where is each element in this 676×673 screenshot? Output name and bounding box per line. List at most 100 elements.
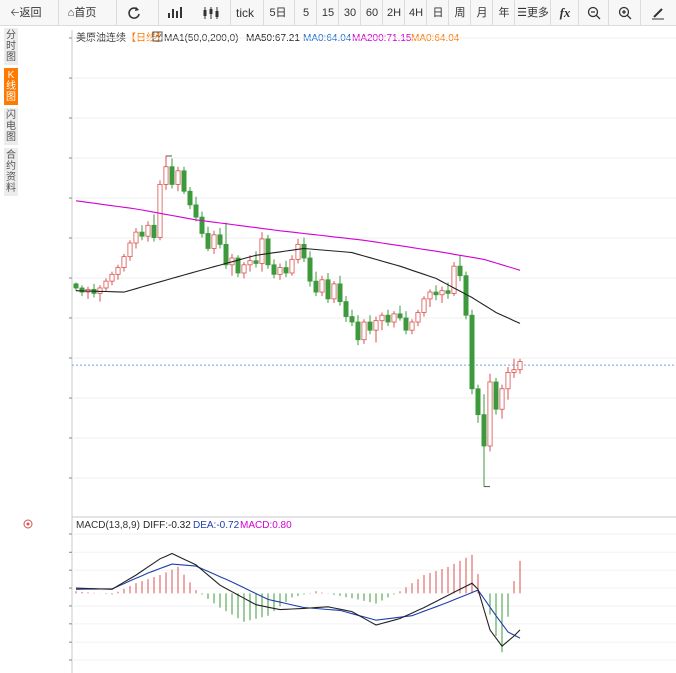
candle-body xyxy=(427,291,433,300)
tab-timeshare[interactable]: 分时图 xyxy=(4,28,18,65)
ma-settings-icon-glyph xyxy=(154,33,162,40)
macd-value-label: MACD:0.80 xyxy=(240,520,292,531)
candle-body xyxy=(433,291,439,296)
candle-body xyxy=(103,280,109,289)
candle-body xyxy=(133,231,139,244)
zoom-in-icon xyxy=(618,6,632,20)
tab-contract-info[interactable]: 合约资料 xyxy=(4,148,18,196)
candle-body xyxy=(313,280,319,293)
candle-body xyxy=(217,234,223,245)
period-5day[interactable]: 5日 xyxy=(263,0,292,26)
period-4hour[interactable]: 4H xyxy=(404,0,427,26)
candle-body xyxy=(169,166,175,185)
period-30min[interactable]: 30 xyxy=(338,0,361,26)
candle-body xyxy=(391,313,397,323)
period-month[interactable]: 月 xyxy=(470,0,493,26)
period-60min[interactable]: 60 xyxy=(360,0,383,26)
toolbar: 🡠返回 ⌂首页 tick 5日 5 15 30 60 2H 4H 日 周 月 年… xyxy=(0,0,676,26)
formula-button[interactable]: fx xyxy=(550,0,579,26)
ma-settings-icon[interactable] xyxy=(152,31,163,42)
candle-body xyxy=(283,267,289,274)
period-year[interactable]: 年 xyxy=(492,0,515,26)
candle-body xyxy=(403,317,409,331)
macd-name-label: MACD(13,8,9) xyxy=(76,520,140,531)
candle-body xyxy=(187,190,193,206)
candle-body xyxy=(379,314,385,322)
candle-body xyxy=(295,243,301,260)
candle-body xyxy=(115,267,121,275)
candle-body xyxy=(349,316,355,323)
candle-body xyxy=(409,321,415,331)
back-arrow-icon: 🡠 xyxy=(10,7,20,19)
more-button[interactable]: ☰更多 xyxy=(514,0,551,26)
candle-body xyxy=(511,369,517,373)
candle-body xyxy=(253,260,259,264)
candle-body xyxy=(373,320,379,331)
candle-body xyxy=(145,224,151,237)
candle-body xyxy=(127,242,133,258)
candle-body xyxy=(289,258,295,274)
candle-body xyxy=(223,243,229,266)
macd-diff-label: DIFF:-0.32 xyxy=(143,520,191,531)
candle-body xyxy=(205,233,211,249)
period-5min[interactable]: 5 xyxy=(294,0,317,26)
pencil-icon xyxy=(652,8,664,20)
candle-body xyxy=(211,234,217,249)
period-week[interactable]: 周 xyxy=(448,0,471,26)
candle-body xyxy=(73,283,79,289)
candle-body xyxy=(121,256,127,268)
draw-button[interactable] xyxy=(640,0,675,26)
menu-icon: ☰ xyxy=(517,7,527,19)
candle-body xyxy=(271,264,277,275)
back-button[interactable]: 🡠返回 xyxy=(10,7,42,19)
candle-body xyxy=(421,298,427,313)
candle-body xyxy=(331,283,337,300)
period-day[interactable]: 日 xyxy=(426,0,449,26)
candle-body xyxy=(385,314,391,323)
candle-body xyxy=(493,381,499,410)
tab-lightning[interactable]: 闪电图 xyxy=(4,108,18,145)
candle-body xyxy=(451,265,457,294)
period-15min[interactable]: 15 xyxy=(316,0,339,26)
period-2hour[interactable]: 2H xyxy=(382,0,405,26)
macd-settings-icon[interactable] xyxy=(23,519,33,529)
candle-body xyxy=(355,321,361,341)
candle-body xyxy=(457,265,463,277)
period-tick[interactable]: tick xyxy=(230,0,259,26)
macd-dea-label: DEA:-0.72 xyxy=(193,520,240,531)
dea-line xyxy=(75,563,521,639)
candle-body xyxy=(367,321,373,331)
candle-body xyxy=(487,381,493,447)
diff-line xyxy=(75,552,521,647)
home-button[interactable]: ⌂首页 xyxy=(58,0,105,26)
candle-body xyxy=(439,290,445,296)
candle-body xyxy=(397,313,403,319)
candle-body xyxy=(193,204,199,218)
candle-body xyxy=(481,414,487,447)
candle-body xyxy=(151,224,157,238)
home-icon: ⌂ xyxy=(67,7,75,19)
candle-body xyxy=(181,170,187,192)
candle-body xyxy=(301,243,307,259)
candle-body xyxy=(415,312,421,323)
zoom-in-button[interactable] xyxy=(608,0,641,26)
candle-body xyxy=(241,264,247,274)
candle-body xyxy=(199,216,205,234)
ma50-line xyxy=(75,247,521,324)
candle-body xyxy=(445,290,451,294)
tab-kline[interactable]: K线图 xyxy=(4,68,18,105)
kline-chart-type-button[interactable] xyxy=(158,0,193,26)
candle-body xyxy=(157,184,163,238)
refresh-icon xyxy=(128,7,140,19)
candle-body xyxy=(247,260,253,266)
candle-body xyxy=(475,388,481,416)
candle-body xyxy=(361,321,367,341)
candle-body xyxy=(505,372,511,390)
zoom-out-button[interactable] xyxy=(578,0,609,26)
candle-chart-type-button[interactable] xyxy=(196,0,226,26)
candle-body xyxy=(259,238,265,264)
candle-body xyxy=(517,361,523,371)
refresh-button[interactable] xyxy=(116,0,151,26)
candle-body xyxy=(277,267,283,275)
